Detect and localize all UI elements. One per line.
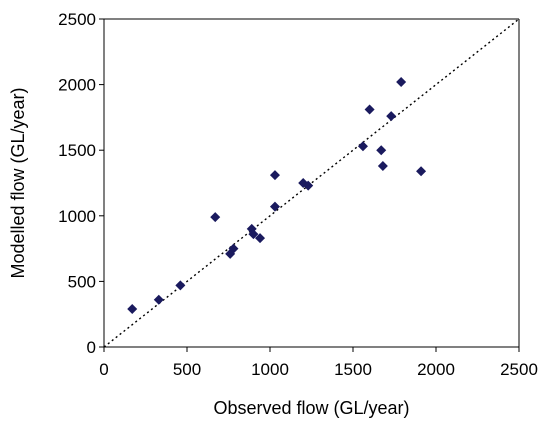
y-tick-label: 2000 bbox=[58, 76, 96, 95]
one-to-one-reference-line bbox=[103, 18, 520, 348]
y-tick-label: 1500 bbox=[58, 141, 96, 160]
y-axis-ticks: 0 500 1000 1500 2000 2500 bbox=[58, 10, 104, 357]
data-point bbox=[127, 303, 138, 314]
data-point bbox=[303, 180, 314, 191]
x-axis-ticks: 0 500 1000 1500 2000 2500 bbox=[99, 347, 538, 379]
data-point bbox=[357, 141, 368, 152]
data-point bbox=[228, 243, 239, 254]
x-axis-title: Observed flow (GL/year) bbox=[213, 398, 409, 418]
y-tick-label: 0 bbox=[87, 338, 96, 357]
data-point bbox=[386, 111, 397, 122]
y-tick-label: 2500 bbox=[58, 10, 96, 29]
data-points bbox=[127, 76, 427, 314]
data-point bbox=[210, 212, 221, 223]
y-tick-label: 500 bbox=[68, 272, 96, 291]
data-point bbox=[248, 229, 259, 240]
plot-area bbox=[103, 18, 520, 348]
x-tick-label: 500 bbox=[173, 360, 201, 379]
data-point bbox=[269, 170, 280, 181]
data-point bbox=[175, 280, 186, 291]
data-point bbox=[377, 160, 388, 171]
data-point bbox=[364, 104, 375, 115]
x-tick-label: 2500 bbox=[500, 360, 538, 379]
data-point bbox=[416, 166, 427, 177]
data-point bbox=[153, 294, 164, 305]
y-axis-title: Modelled flow (GL/year) bbox=[8, 87, 28, 278]
data-point bbox=[269, 201, 280, 212]
y-tick-label: 1000 bbox=[58, 207, 96, 226]
x-tick-label: 1000 bbox=[251, 360, 289, 379]
data-point bbox=[376, 145, 387, 156]
data-point bbox=[255, 233, 266, 244]
x-tick-label: 2000 bbox=[417, 360, 455, 379]
data-point bbox=[396, 76, 407, 87]
x-tick-label: 0 bbox=[99, 360, 108, 379]
x-tick-label: 1500 bbox=[334, 360, 372, 379]
